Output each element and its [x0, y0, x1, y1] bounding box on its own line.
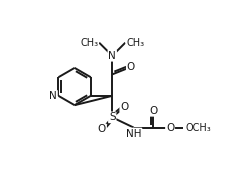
Text: CH₃: CH₃	[126, 38, 144, 48]
Text: O: O	[149, 106, 158, 116]
Text: O: O	[127, 62, 135, 72]
Text: N: N	[108, 51, 116, 61]
Text: O: O	[120, 102, 128, 112]
Text: S: S	[109, 112, 116, 122]
Text: O: O	[98, 124, 106, 134]
Text: N: N	[49, 91, 57, 101]
Text: NH: NH	[126, 129, 142, 139]
Text: O: O	[166, 123, 174, 133]
Text: CH₃: CH₃	[80, 38, 98, 48]
Text: OCH₃: OCH₃	[186, 123, 211, 133]
